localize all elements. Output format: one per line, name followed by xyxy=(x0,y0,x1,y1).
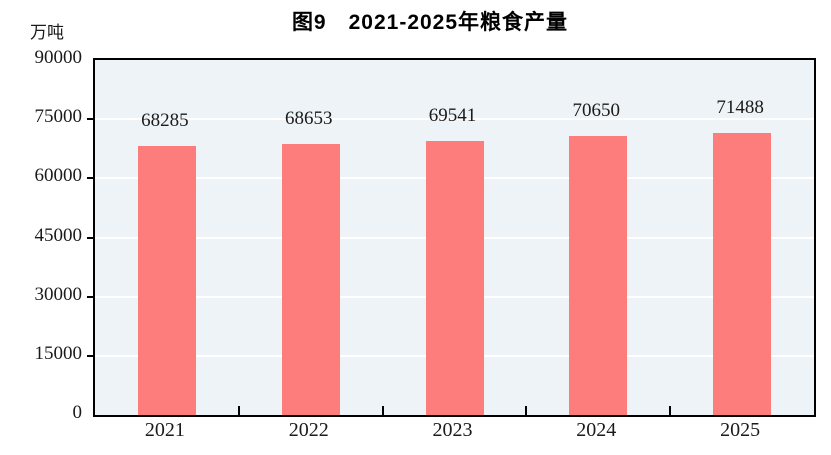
x-tick-label-2024: 2024 xyxy=(576,419,617,441)
plot-area xyxy=(93,58,816,417)
y-tick-15000 xyxy=(87,354,94,357)
bar-2021 xyxy=(137,146,196,415)
y-tick-label-0: 0 xyxy=(72,402,83,423)
bar-value-label-2024: 70650 xyxy=(572,100,621,121)
y-tick-label-45000: 45000 xyxy=(34,224,83,246)
gridline-75000 xyxy=(95,118,814,121)
y-tick-label-15000: 15000 xyxy=(34,342,83,364)
x-tick-label-2022: 2022 xyxy=(288,419,329,441)
x-axis-boundary-tick-1 xyxy=(237,406,240,415)
y-tick-label-75000: 75000 xyxy=(34,106,83,128)
bar-value-label-2023: 69541 xyxy=(428,105,477,126)
y-tick-label-90000: 90000 xyxy=(34,47,83,68)
x-tick-label-2021: 2021 xyxy=(144,419,185,441)
bar-2024 xyxy=(569,136,628,415)
bar-2025 xyxy=(713,133,772,415)
y-tick-30000 xyxy=(87,295,94,298)
y-tick-60000 xyxy=(87,177,94,180)
y-tick-45000 xyxy=(87,236,94,239)
x-axis-boundary-tick-4 xyxy=(669,406,672,415)
x-axis-boundary-tick-3 xyxy=(525,406,528,415)
y-axis-unit-label: 万吨 xyxy=(30,23,64,42)
bar-2023 xyxy=(425,141,484,415)
bar-2022 xyxy=(281,144,340,415)
y-tick-75000 xyxy=(87,118,94,121)
bar-value-label-2021: 68285 xyxy=(141,110,189,131)
bar-value-label-2022: 68653 xyxy=(284,108,333,129)
y-tick-label-30000: 30000 xyxy=(34,283,83,305)
bar-value-label-2025: 71488 xyxy=(716,97,764,118)
chart-title: 图9 2021-2025年粮食产量 xyxy=(291,11,569,34)
x-axis-boundary-tick-2 xyxy=(381,406,384,415)
x-tick-label-2023: 2023 xyxy=(432,419,473,441)
y-tick-label-60000: 60000 xyxy=(34,165,83,187)
x-tick-label-2025: 2025 xyxy=(720,419,761,441)
